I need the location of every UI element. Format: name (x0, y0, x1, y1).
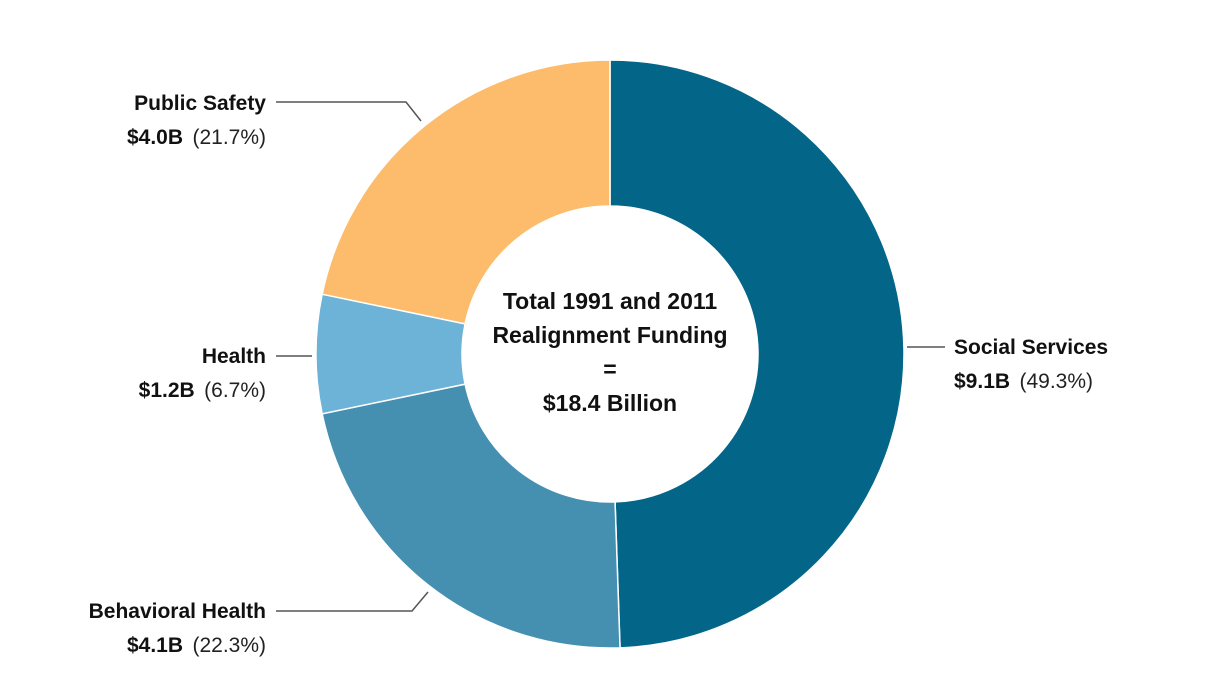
slice-label-behavioral-health: Behavioral Health $4.1B (22.3%) (89, 591, 429, 657)
center-label-line-4: $18.4 Billion (543, 390, 677, 416)
center-label-line-2: Realignment Funding (492, 322, 727, 348)
slice-percent-behavioral-health: (22.3%) (192, 634, 266, 657)
slice-value-line-health: $1.2B (6.7%) (139, 379, 266, 402)
slice-name-public-safety: Public Safety (134, 92, 266, 115)
slice-value-line-behavioral-health: $4.1B (22.3%) (127, 634, 266, 657)
leader-line-behavioral-health (276, 591, 429, 612)
center-label-line-1: Total 1991 and 2011 (503, 288, 718, 314)
center-label-line-3: = (603, 356, 616, 382)
leader-line-public-safety (276, 101, 422, 122)
slice-label-health: Health $1.2B (6.7%) (139, 345, 312, 402)
slice-name-social-services: Social Services (954, 336, 1108, 359)
slice-value-social-services: $9.1B (954, 370, 1010, 393)
slice-value-line-social-services: $9.1B (49.3%) (954, 370, 1093, 393)
slice-value-health: $1.2B (139, 379, 195, 402)
slice-behavioral-health (321, 383, 621, 649)
slice-name-health: Health (202, 345, 266, 368)
slice-label-social-services: Social Services $9.1B (49.3%) (907, 336, 1108, 393)
center-label: Total 1991 and 2011 Realignment Funding … (492, 288, 727, 416)
slice-value-public-safety: $4.0B (127, 126, 183, 149)
slice-value-behavioral-health: $4.1B (127, 634, 183, 657)
slice-value-line-public-safety: $4.0B (21.7%) (127, 126, 266, 149)
slice-label-public-safety: Public Safety $4.0B (21.7%) (127, 92, 422, 149)
donut-slices (315, 59, 905, 649)
slice-social-services (609, 59, 905, 649)
slice-name-behavioral-health: Behavioral Health (89, 600, 266, 623)
slice-percent-public-safety: (21.7%) (192, 126, 266, 149)
slice-public-safety (321, 59, 611, 325)
slice-percent-social-services: (49.3%) (1020, 370, 1094, 393)
slice-percent-health: (6.7%) (204, 379, 266, 402)
